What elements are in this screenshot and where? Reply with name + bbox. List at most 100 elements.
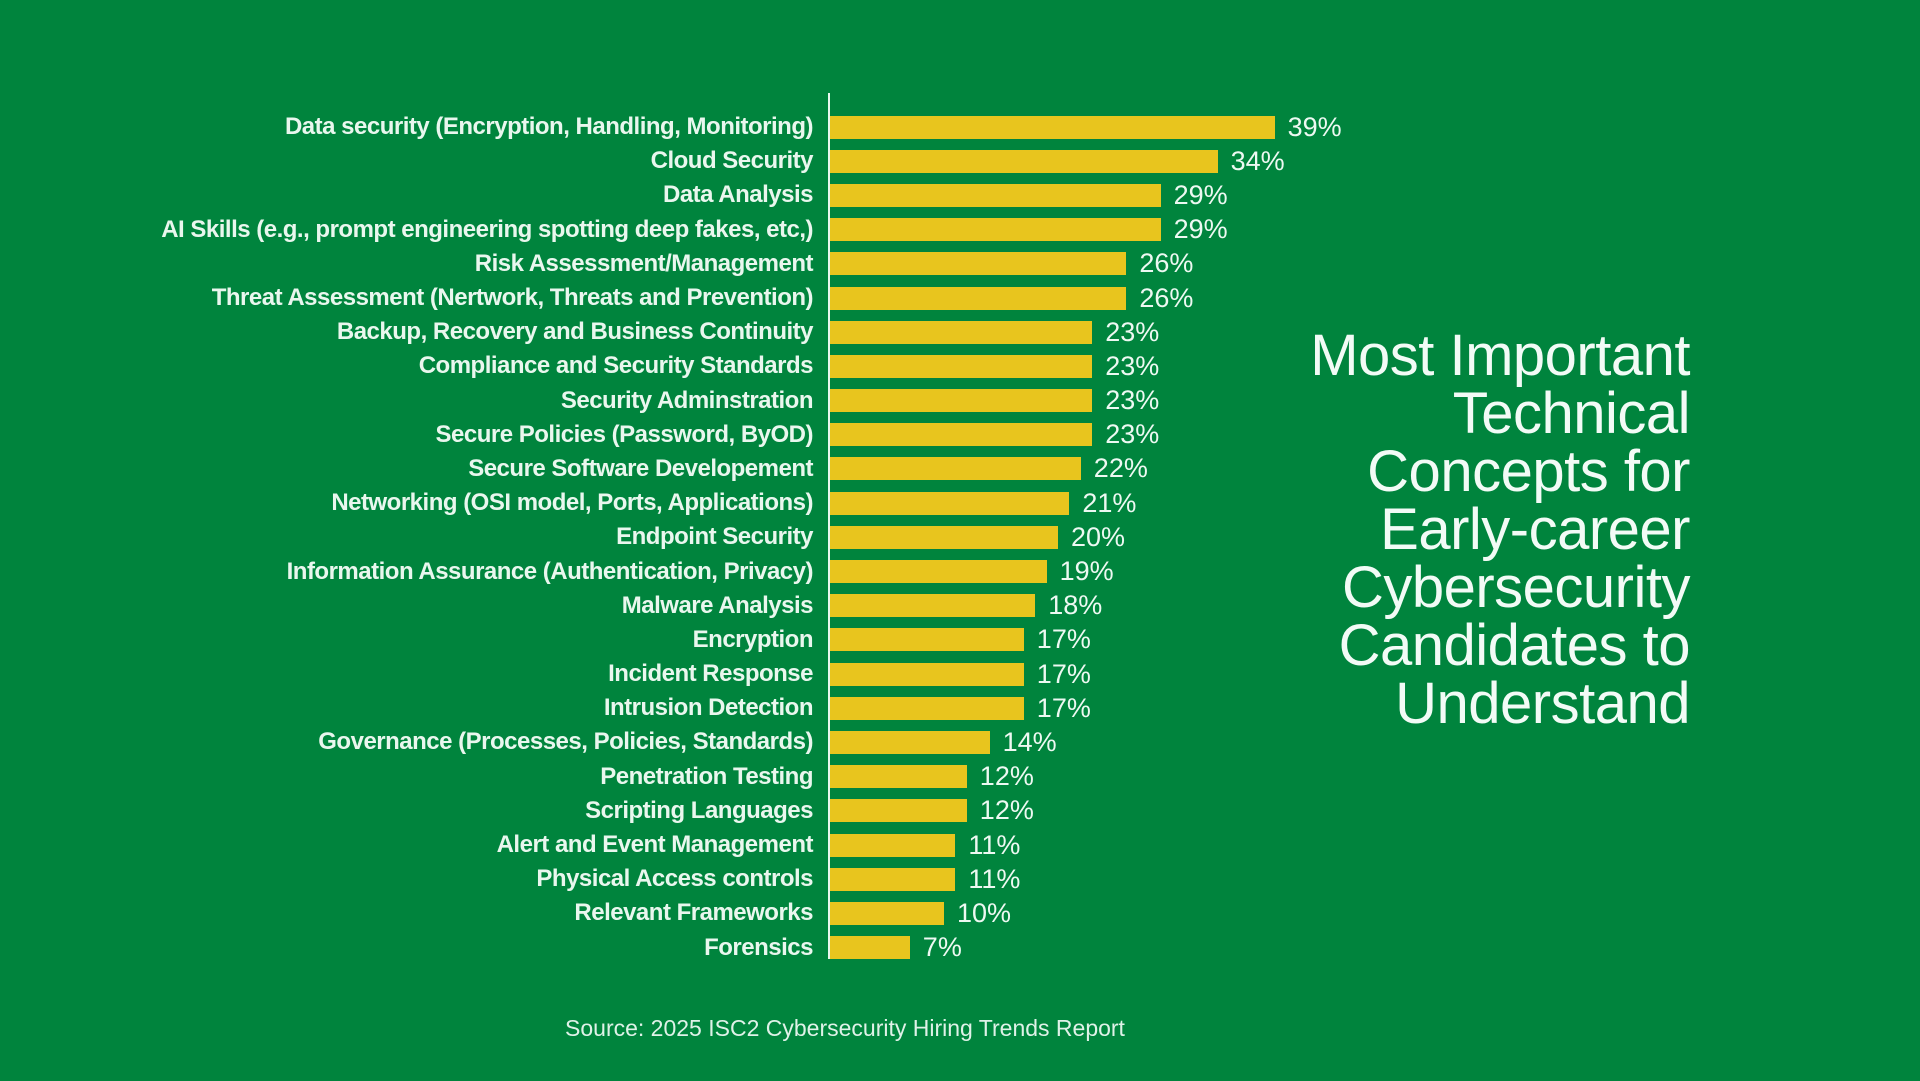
value-label: 19%: [1059, 556, 1114, 587]
chart-title: Most Important Technical Concepts for Ea…: [1310, 327, 1690, 733]
bar: [830, 354, 1093, 378]
chart-row: Information Assurance (Authentication, P…: [0, 554, 1920, 588]
chart-row: Intrusion Detection 17%: [0, 691, 1920, 725]
chart-row: Encryption 17%: [0, 623, 1920, 657]
bar: [830, 696, 1024, 720]
axis-line: [828, 93, 830, 959]
chart-title-line: Candidates to: [1338, 613, 1691, 678]
chart-row: Data security (Encryption, Handling, Mon…: [0, 110, 1920, 144]
chart-title-line: Early-career: [1380, 497, 1690, 562]
chart-row: Endpoint Security 20%: [0, 520, 1920, 554]
chart-row: Secure Software Developement 22%: [0, 452, 1920, 486]
category-label: Risk Assessment/Management: [474, 249, 814, 277]
chart-row: AI Skills (e.g., prompt engineering spot…: [0, 213, 1920, 247]
bar: [830, 833, 956, 857]
value-label: 11%: [968, 863, 1021, 894]
bar: [830, 183, 1161, 207]
chart-row: Scripting Languages 12%: [0, 794, 1920, 828]
category-label: Data security (Encryption, Handling, Mon…: [284, 113, 814, 141]
value-label: 23%: [1105, 350, 1160, 381]
value-label: 18%: [1048, 590, 1103, 621]
category-label: Secure Policies (Password, ByOD): [435, 420, 814, 448]
value-label: 26%: [1139, 282, 1194, 313]
value-label: 22%: [1093, 453, 1148, 484]
value-label: 11%: [968, 829, 1021, 860]
chart-title-line: Cybersecurity: [1341, 555, 1691, 620]
category-label: Forensics: [704, 933, 813, 961]
bar: [830, 389, 1093, 413]
category-label: Relevant Frameworks: [574, 899, 813, 927]
chart-row: Data Analysis 29%: [0, 178, 1920, 212]
bar: [830, 320, 1093, 344]
chart-title-line: Most Important: [1310, 323, 1690, 388]
bar: [830, 765, 967, 789]
bar: [830, 149, 1218, 173]
chart-row: Governance (Processes, Policies, Standar…: [0, 725, 1920, 759]
category-label: Security Adminstration: [560, 386, 814, 414]
category-label: Physical Access controls: [536, 865, 813, 893]
bar: [830, 560, 1047, 584]
category-label: Penetration Testing: [600, 762, 813, 790]
bar: [830, 628, 1024, 652]
bar: [830, 901, 944, 925]
value-label: 34%: [1230, 145, 1285, 176]
category-label: Secure Software Developement: [468, 454, 813, 482]
category-label: Endpoint Security: [616, 523, 813, 551]
value-label: 39%: [1287, 111, 1342, 142]
value-label: 12%: [979, 761, 1034, 792]
bar: [830, 662, 1024, 686]
value-label: 17%: [1036, 658, 1091, 689]
chart-row: Relevant Frameworks 10%: [0, 896, 1920, 930]
category-label: Malware Analysis: [621, 591, 814, 619]
value-label: 29%: [1173, 179, 1228, 210]
chart-row: Malware Analysis 18%: [0, 589, 1920, 623]
chart-row: Alert and Event Management 11%: [0, 828, 1920, 862]
category-label: Incident Response: [608, 660, 813, 688]
chart-row: Penetration Testing 12%: [0, 760, 1920, 794]
category-label: Governance (Processes, Policies, Standar…: [318, 728, 813, 756]
bar: [830, 218, 1161, 242]
value-label: 23%: [1105, 419, 1160, 450]
category-label: Threat Assessment (Nertwork, Threats and…: [211, 284, 814, 312]
category-label: AI Skills (e.g., prompt engineering spot…: [161, 215, 813, 243]
value-label: 7%: [922, 932, 962, 963]
value-label: 26%: [1139, 248, 1194, 279]
chart-row: Threat Assessment (Nertwork, Threats and…: [0, 281, 1920, 315]
bar: [830, 491, 1070, 515]
bar: [830, 457, 1081, 481]
source-note: Source: 2025 ISC2 Cybersecurity Hiring T…: [565, 1015, 1125, 1041]
chart-row: Security Adminstration 23%: [0, 384, 1920, 418]
bar: [830, 594, 1036, 618]
category-label: Intrusion Detection: [603, 694, 814, 722]
chart-row: Backup, Recovery and Business Continuity…: [0, 315, 1920, 349]
value-label: 29%: [1173, 214, 1228, 245]
category-label: Alert and Event Management: [496, 831, 814, 859]
category-label: Data Analysis: [662, 181, 814, 209]
value-label: 23%: [1105, 385, 1160, 416]
chart-row: Forensics 7%: [0, 931, 1920, 965]
value-label: 17%: [1036, 692, 1091, 723]
value-label: 17%: [1036, 624, 1091, 655]
value-label: 10%: [957, 897, 1012, 928]
chart-row: Networking (OSI model, Ports, Applicatio…: [0, 486, 1920, 520]
bar: [830, 867, 956, 891]
chart-rows: Data security (Encryption, Handling, Mon…: [0, 110, 1920, 965]
chart-title-line: Understand: [1395, 671, 1690, 736]
category-label: Networking (OSI model, Ports, Applicatio…: [331, 489, 813, 517]
bar: [830, 799, 967, 823]
chart-title-line: Technical: [1452, 381, 1691, 446]
value-label: 14%: [1002, 726, 1057, 757]
category-label: Information Assurance (Authentication, P…: [286, 557, 814, 585]
chart-row: Cloud Security 34%: [0, 144, 1920, 178]
category-label: Cloud Security: [650, 147, 814, 175]
category-label: Scripting Languages: [585, 796, 813, 824]
bar: [830, 936, 910, 960]
chart-row: Risk Assessment/Management 26%: [0, 247, 1920, 281]
chart-row: Incident Response 17%: [0, 657, 1920, 691]
value-label: 23%: [1105, 316, 1160, 347]
value-label: 20%: [1071, 521, 1126, 552]
value-label: 12%: [979, 795, 1034, 826]
category-label: Compliance and Security Standards: [418, 352, 814, 380]
chart-row: Compliance and Security Standards 23%: [0, 349, 1920, 383]
